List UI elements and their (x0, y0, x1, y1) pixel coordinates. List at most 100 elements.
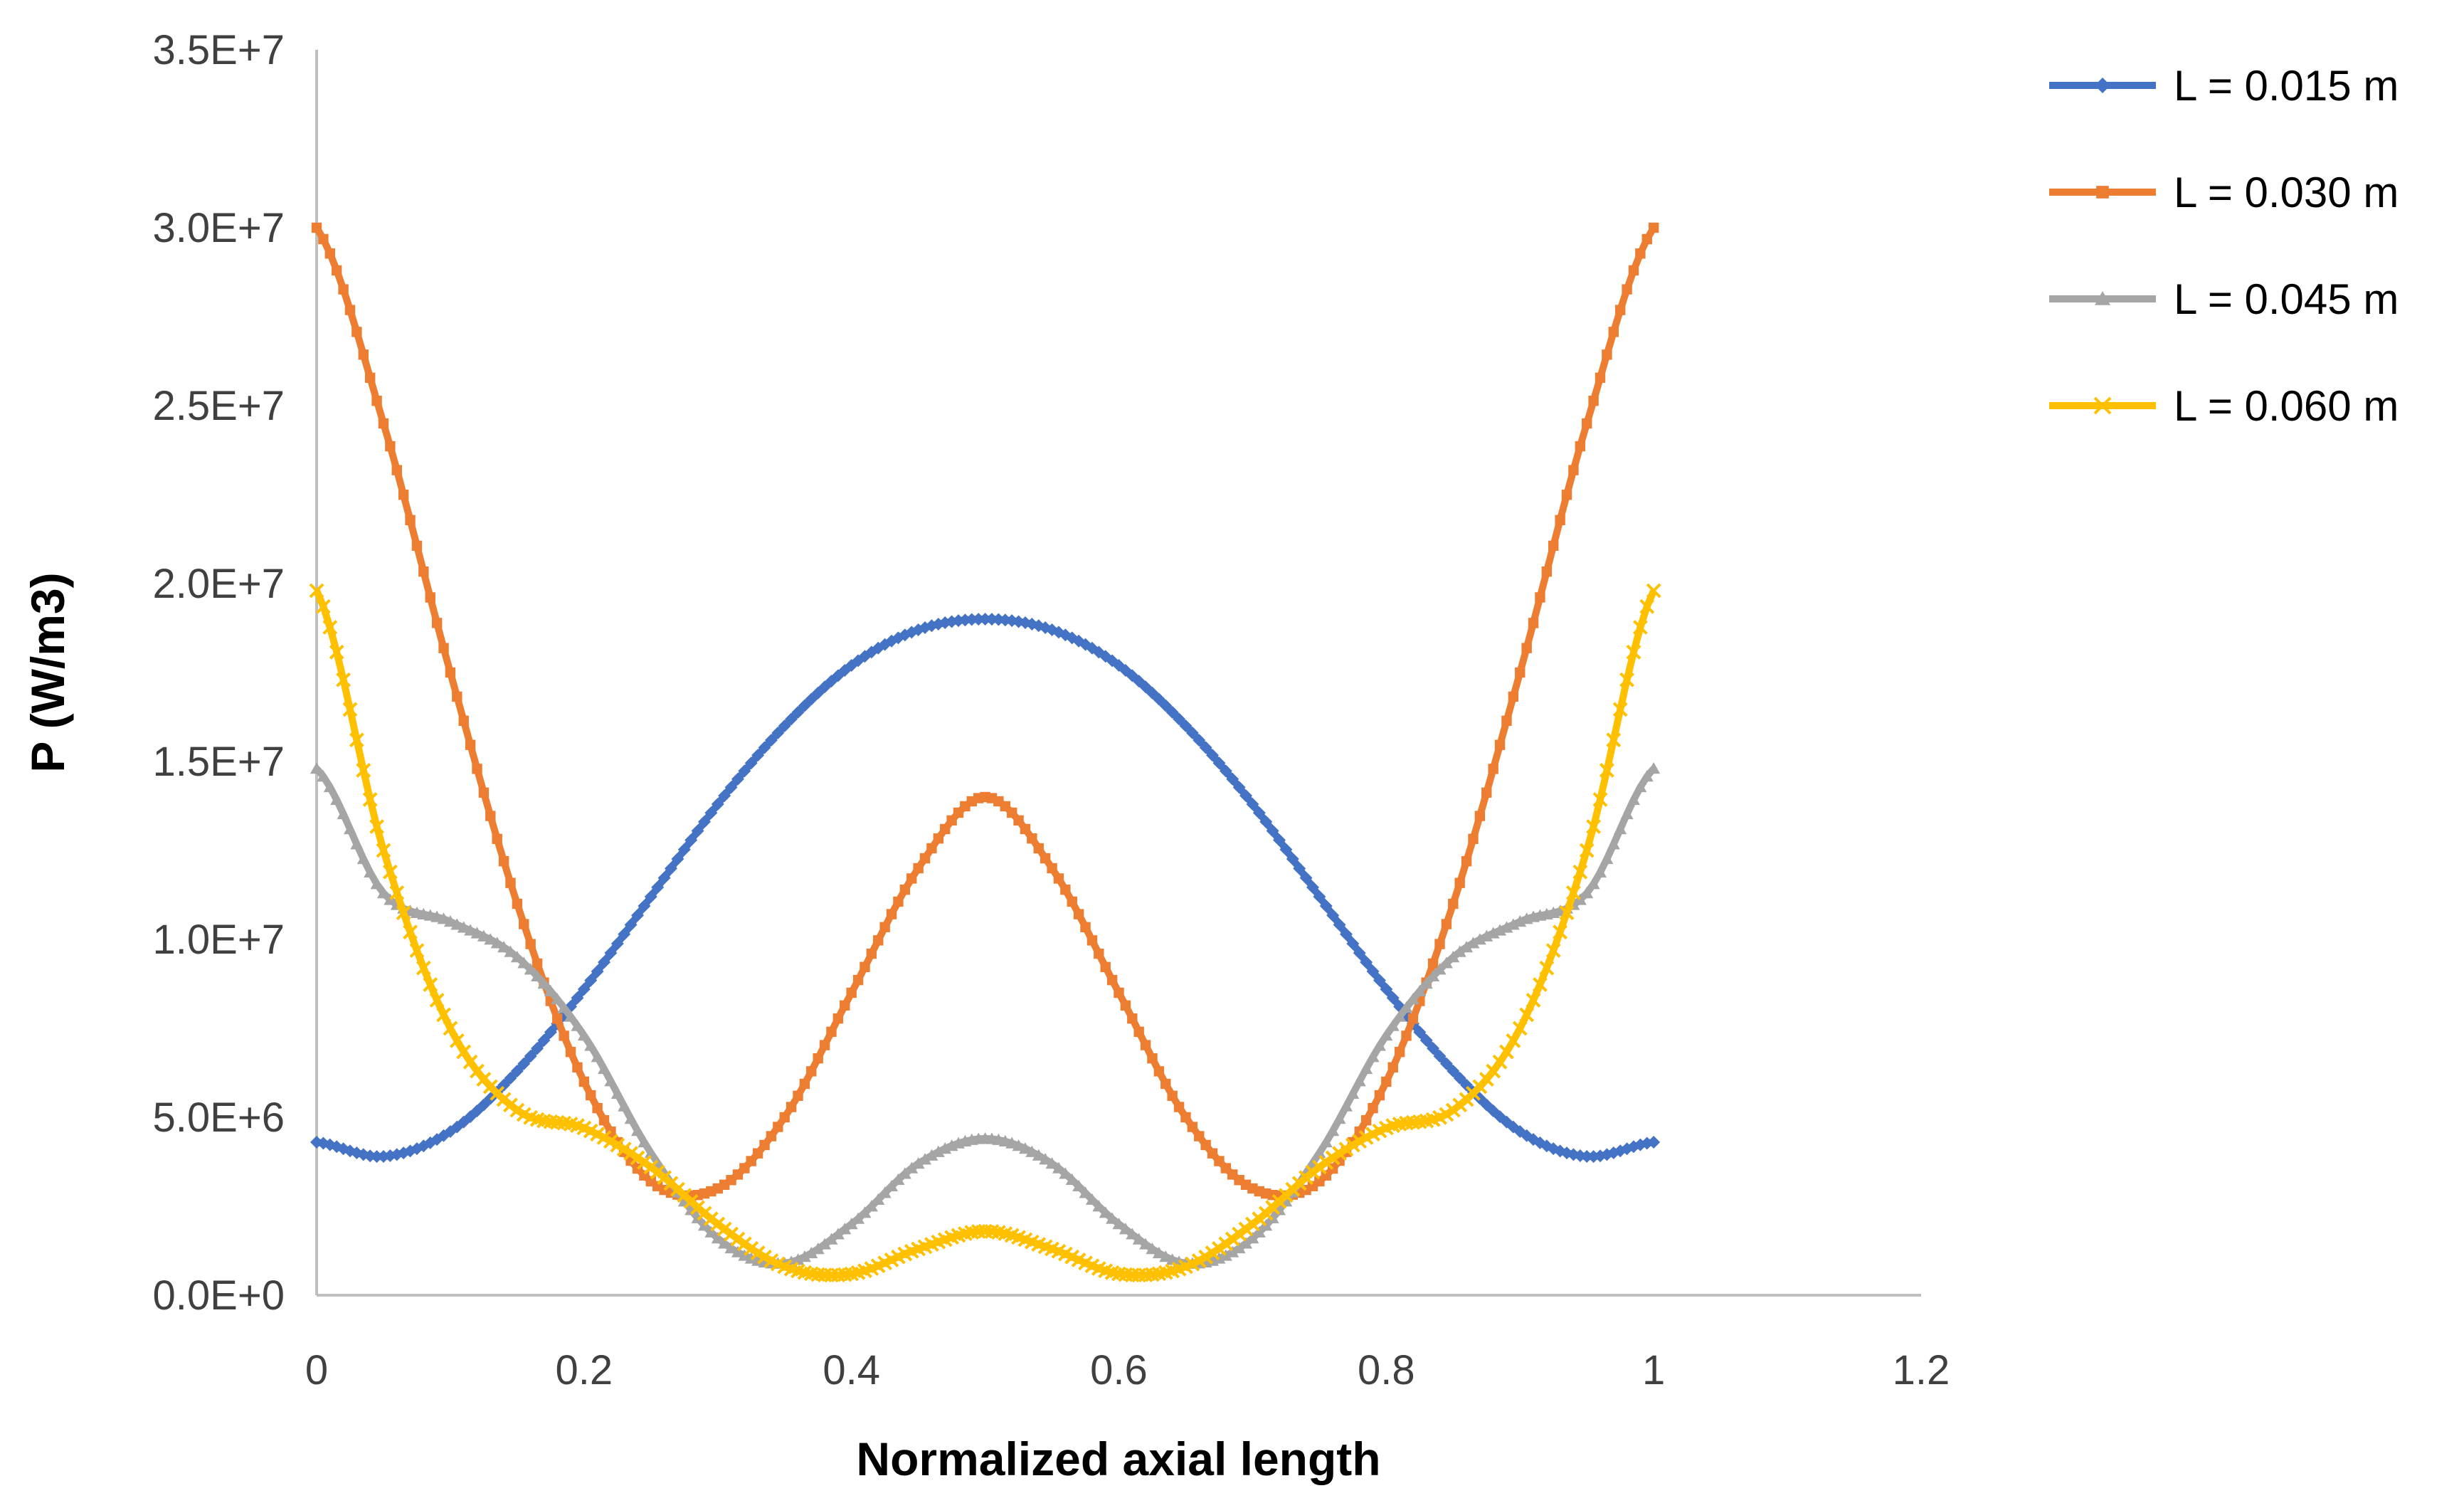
x-tick-label: 0.4 (823, 1347, 880, 1393)
data-point (364, 865, 377, 878)
data-point (798, 699, 811, 712)
data-point (1025, 1145, 1039, 1157)
legend-item: L = 0.015 m (2049, 62, 2399, 110)
data-point (972, 613, 985, 626)
data-point (852, 974, 864, 986)
data-point (443, 915, 457, 927)
data-point (785, 712, 798, 726)
data-point (1561, 490, 1572, 500)
data-point (472, 764, 482, 774)
data-point (1553, 924, 1568, 940)
data-point (537, 1033, 551, 1047)
data-point (1439, 1057, 1453, 1070)
data-point (1427, 969, 1440, 982)
data-point (1207, 1148, 1218, 1159)
y-axis-title: P (W/m3) (21, 572, 74, 772)
data-point (965, 613, 978, 626)
data-point (892, 1173, 905, 1185)
data-point (905, 1161, 919, 1174)
data-point (1533, 977, 1548, 992)
data-point (1394, 1047, 1405, 1058)
data-point (369, 819, 384, 834)
data-point (343, 823, 356, 835)
data-point (677, 843, 691, 856)
data-point (1401, 1030, 1412, 1041)
data-point (598, 956, 611, 969)
data-point (498, 856, 509, 867)
data-point (1239, 789, 1253, 803)
x-tick-label: 0.6 (1090, 1347, 1148, 1393)
data-point (356, 763, 371, 778)
data-point (1140, 1040, 1151, 1050)
data-point (691, 1211, 704, 1223)
data-point (1447, 951, 1460, 963)
data-point (1582, 418, 1592, 429)
data-point (1198, 1249, 1214, 1265)
data-point (724, 781, 738, 794)
data-point (425, 592, 435, 603)
data-point (1648, 222, 1659, 233)
data-point (1112, 1218, 1126, 1230)
data-point (1099, 1206, 1112, 1218)
data-point (1147, 1053, 1158, 1064)
data-point (799, 1078, 810, 1090)
data-point (317, 770, 330, 782)
data-point (1586, 819, 1602, 834)
legend-marker (2096, 186, 2109, 199)
data-point (418, 566, 429, 577)
data-point (429, 993, 445, 1008)
data-point (1132, 1233, 1146, 1245)
data-point (1380, 983, 1393, 996)
data-point (813, 1053, 823, 1064)
series-2 (311, 222, 1659, 1201)
data-point (315, 598, 331, 614)
data-point (1027, 833, 1037, 844)
data-point (505, 877, 516, 888)
data-point (398, 490, 409, 500)
data-point (510, 951, 524, 963)
data-point (764, 734, 778, 747)
data-point (485, 811, 496, 821)
data-point (1373, 1039, 1386, 1051)
data-point (1545, 943, 1561, 959)
data-point (364, 372, 376, 383)
data-point (1159, 1250, 1173, 1262)
data-point (1266, 824, 1279, 838)
data-point (592, 1102, 603, 1114)
data-point (371, 396, 382, 406)
data-point (1346, 1087, 1360, 1099)
data-point (1100, 961, 1111, 972)
data-point (1381, 1076, 1392, 1087)
data-point (584, 974, 598, 987)
data-point (458, 715, 469, 726)
data-point (1506, 1033, 1521, 1048)
data-point (644, 890, 657, 903)
data-point (1252, 806, 1266, 820)
data-point (1219, 764, 1232, 778)
data-point (385, 441, 396, 452)
data-point (1573, 893, 1587, 905)
y-tick-label: 3.5E+7 (153, 27, 285, 73)
data-point (524, 1050, 537, 1063)
data-point (376, 843, 391, 858)
data-point (872, 1193, 885, 1205)
data-point (1635, 248, 1646, 259)
data-point (858, 1206, 872, 1218)
data-point (771, 726, 785, 739)
data-point (509, 1102, 525, 1118)
data-point (456, 1044, 472, 1060)
data-point (1386, 1019, 1400, 1031)
data-point (391, 465, 402, 475)
data-point (1647, 762, 1661, 774)
data-point (731, 772, 744, 786)
data-point (1427, 1042, 1440, 1055)
data-point (1325, 1150, 1341, 1166)
data-point (1608, 327, 1619, 337)
data-point (610, 1137, 625, 1153)
data-point (1133, 1026, 1144, 1038)
data-point (1406, 993, 1419, 1005)
data-point (1085, 1193, 1099, 1205)
data-point (1012, 1139, 1025, 1151)
x-tick-label: 1.2 (1893, 1347, 1950, 1393)
data-point (1040, 853, 1051, 864)
